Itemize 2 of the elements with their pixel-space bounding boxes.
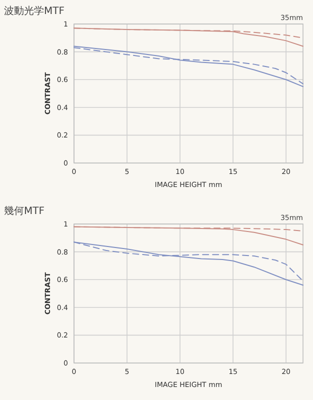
chart-title: 幾何MTF xyxy=(4,205,45,217)
chart-title: 波動光学MTF xyxy=(4,5,65,17)
